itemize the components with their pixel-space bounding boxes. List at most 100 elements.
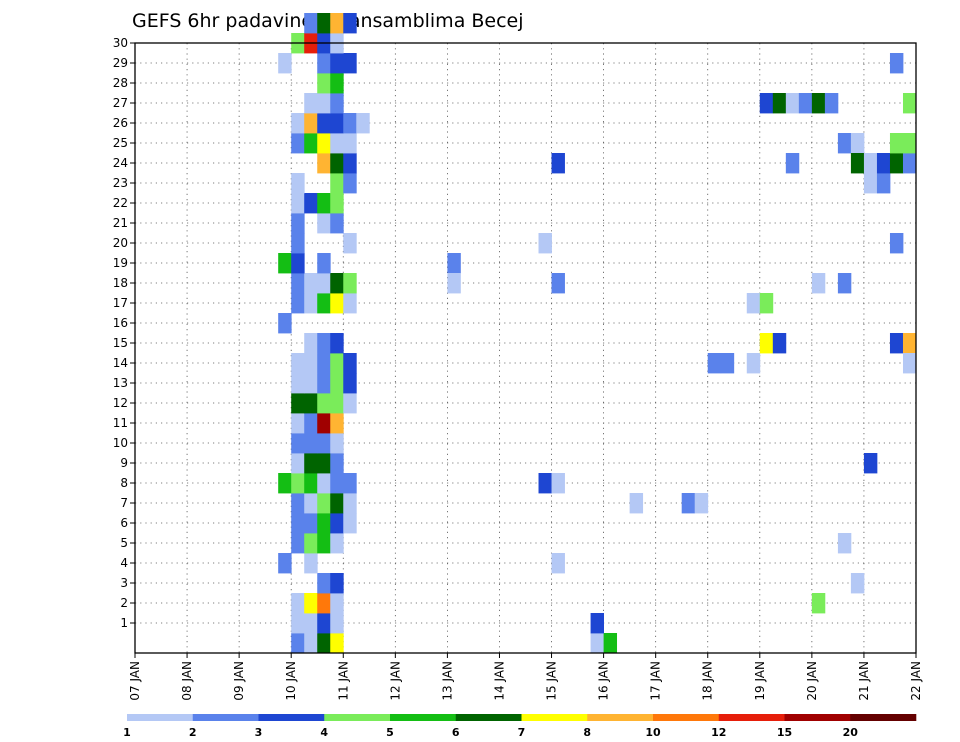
precip-cell <box>759 93 774 114</box>
precip-cell <box>330 153 344 174</box>
colorbar-swatch <box>127 714 194 721</box>
y-tick-label: 4 <box>120 556 128 570</box>
precip-cell <box>330 513 344 534</box>
x-tick-label: 12 JAN <box>388 661 402 701</box>
precip-cell <box>291 353 305 374</box>
precip-cell <box>343 493 357 514</box>
colorbar-swatch <box>324 714 391 721</box>
precip-cell <box>291 253 305 274</box>
precip-cell <box>330 593 344 614</box>
x-tick-label: 13 JAN <box>440 661 454 701</box>
precip-cell <box>343 233 357 254</box>
precip-cell <box>876 173 891 194</box>
precip-cell <box>538 233 552 254</box>
y-tick-label: 13 <box>113 376 128 390</box>
precip-cell <box>837 533 852 554</box>
colorbar-swatch <box>258 714 325 721</box>
y-tick-label: 22 <box>113 196 128 210</box>
precip-cell <box>330 273 344 294</box>
precip-cell <box>343 373 357 394</box>
precip-cell <box>694 493 709 514</box>
precip-cell <box>317 593 331 614</box>
precip-cell <box>304 133 318 154</box>
y-tick-label: 6 <box>120 516 128 530</box>
precip-cell <box>343 13 357 34</box>
precip-cell <box>551 153 565 174</box>
precip-cell <box>317 253 331 274</box>
precip-cell <box>330 113 344 134</box>
colorbar-legend: 1 2 3 4 5 6 7 8 10 12 15 20 <box>123 714 917 739</box>
x-tick-label: 10 JAN <box>284 661 298 701</box>
colorbar-swatch <box>192 714 259 721</box>
y-tick-label: 27 <box>113 96 128 110</box>
precip-cell <box>785 93 800 114</box>
precip-cell <box>538 473 552 494</box>
precip-cell <box>291 213 305 234</box>
y-tick-label: 18 <box>113 276 128 290</box>
precip-cell <box>317 193 331 214</box>
colorbar-swatch <box>718 714 785 721</box>
precip-cell <box>772 333 787 354</box>
y-tick-label: 3 <box>120 576 128 590</box>
precip-cell <box>291 133 305 154</box>
colorbar-label: 1 <box>123 726 131 739</box>
precip-cell <box>291 433 305 454</box>
precip-cell <box>317 533 331 554</box>
colorbar-label: 15 <box>777 726 792 739</box>
y-tick-label: 12 <box>113 396 128 410</box>
y-tick-label: 17 <box>113 296 128 310</box>
precip-cell <box>317 273 331 294</box>
precip-cell <box>343 53 357 74</box>
precip-cell <box>304 533 318 554</box>
precip-cell <box>343 273 357 294</box>
precip-cell <box>330 473 344 494</box>
colorbar-label: 10 <box>645 726 661 739</box>
precip-cell <box>330 633 344 654</box>
precip-cell <box>317 153 331 174</box>
colorbar-label: 8 <box>583 726 591 739</box>
precip-cell <box>330 573 344 594</box>
precip-cell <box>330 133 344 154</box>
precip-cell <box>330 413 344 434</box>
x-tick-label: 20 JAN <box>805 661 819 701</box>
precip-cell <box>304 413 318 434</box>
precip-cell <box>317 13 331 34</box>
precip-cell <box>304 553 318 574</box>
y-tick-label: 10 <box>113 436 128 450</box>
precip-cell <box>902 333 917 354</box>
precip-cell <box>889 233 904 254</box>
precip-cell <box>317 333 331 354</box>
precip-cell <box>317 473 331 494</box>
x-tick-label: 15 JAN <box>545 661 559 701</box>
precip-cell <box>291 513 305 534</box>
colorbar-label: 7 <box>518 726 526 739</box>
precip-cell <box>590 633 604 654</box>
precip-cell <box>746 353 761 374</box>
precip-cell <box>681 493 696 514</box>
y-tick-label: 7 <box>120 496 128 510</box>
precip-cell <box>759 333 774 354</box>
precip-cell <box>317 493 331 514</box>
precip-cell <box>304 373 318 394</box>
precip-cell <box>317 293 331 314</box>
precip-cell <box>304 113 318 134</box>
precip-cell <box>837 133 852 154</box>
x-tick-label: 16 JAN <box>597 661 611 701</box>
precip-cell <box>291 593 305 614</box>
precip-cell <box>317 113 331 134</box>
precip-cell <box>304 93 318 114</box>
y-tick-label: 15 <box>113 336 128 350</box>
precip-cell <box>317 353 331 374</box>
precip-cell <box>720 353 735 374</box>
precip-cell <box>551 273 565 294</box>
precip-cell <box>785 153 800 174</box>
precip-cell <box>278 473 292 494</box>
precip-cell <box>330 73 344 94</box>
precip-cell <box>317 133 331 154</box>
y-tick-label: 28 <box>113 76 128 90</box>
precip-cell <box>317 393 331 414</box>
precip-cell <box>291 613 305 634</box>
precip-cell <box>304 473 318 494</box>
precip-cell <box>291 633 305 654</box>
precip-cell <box>330 93 344 114</box>
